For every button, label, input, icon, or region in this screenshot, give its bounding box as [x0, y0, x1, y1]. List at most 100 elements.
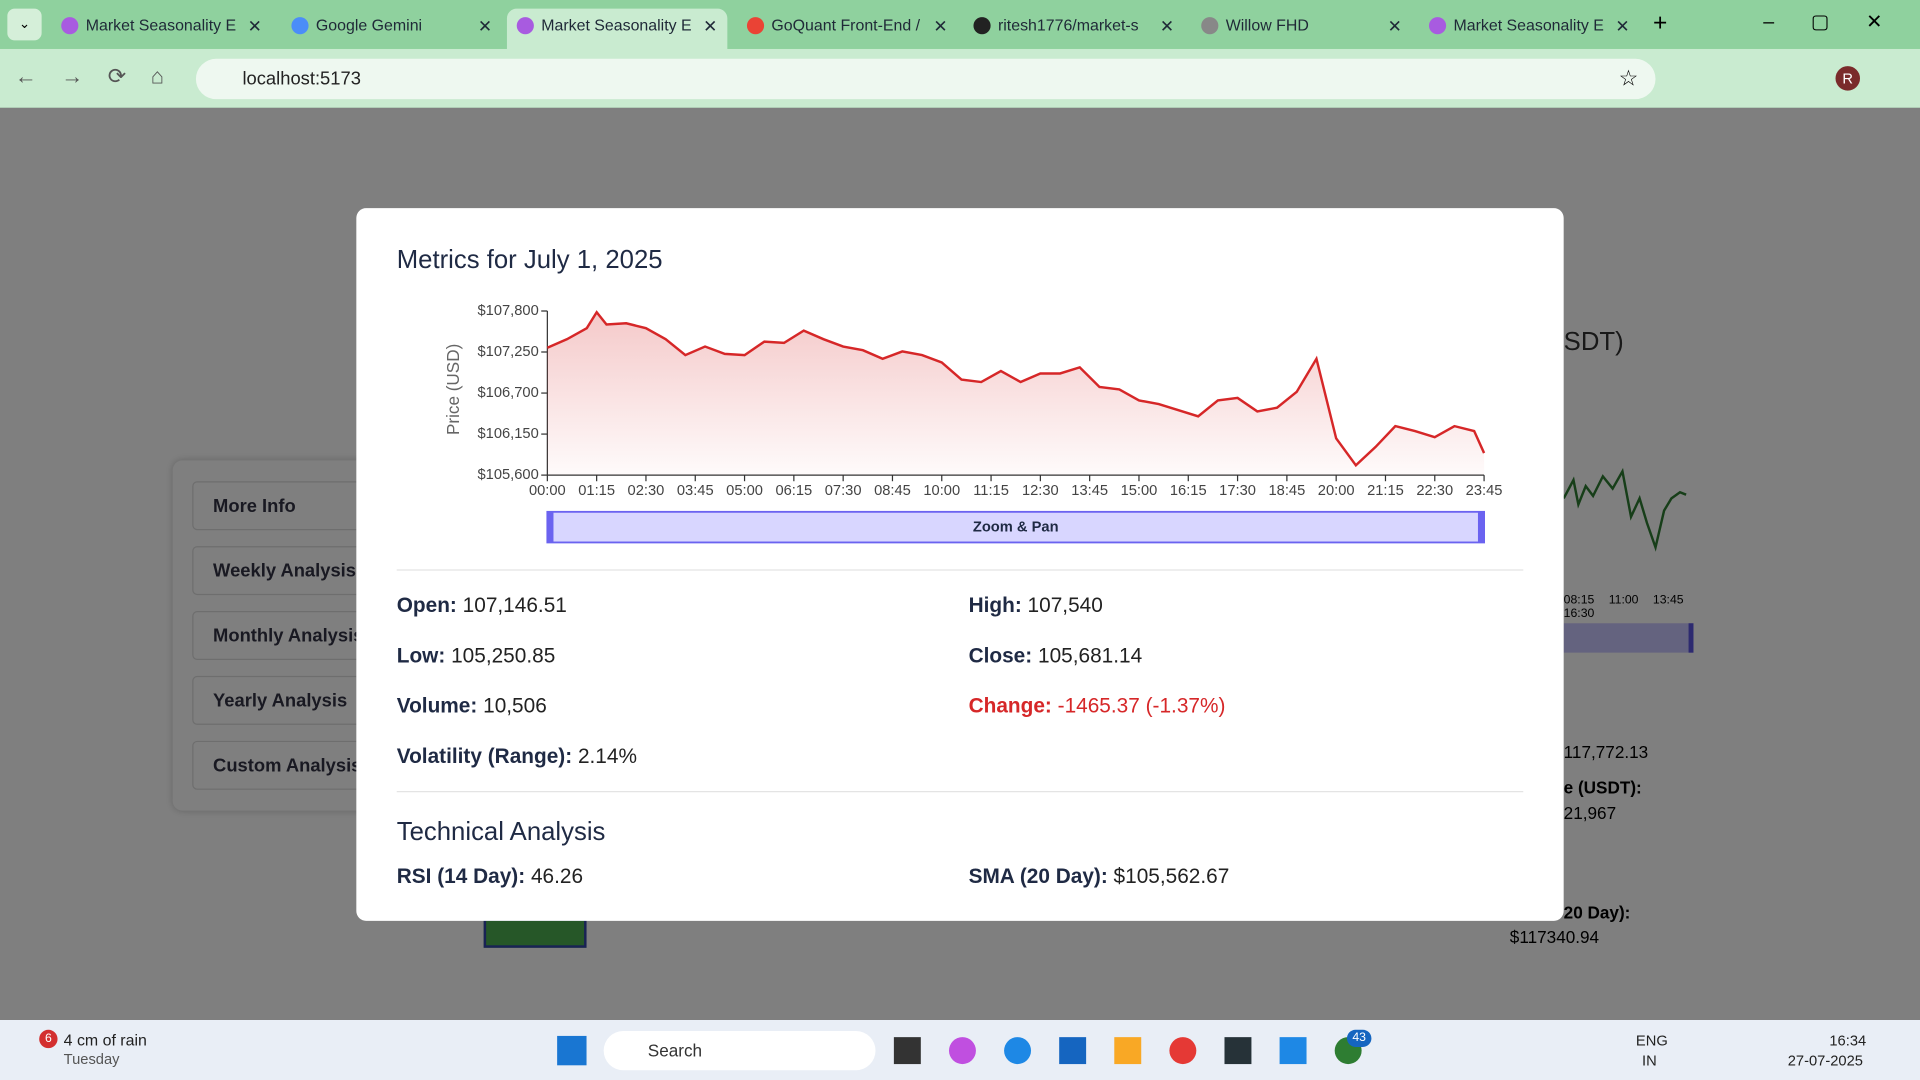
window-controls[interactable]: –▢✕: [1763, 12, 1920, 34]
tab-title: Market Seasonality E: [85, 15, 237, 35]
x-tick-label: 21:15: [1367, 483, 1404, 499]
metric-value: $105,562.67: [1113, 864, 1230, 888]
bookmark[interactable]: ☆: [1618, 66, 1639, 91]
tab-title: Willow FHD: [1225, 15, 1309, 35]
profile[interactable]: R: [1835, 66, 1861, 91]
y-tick-label: $105,600: [478, 467, 539, 483]
section-title: Technical Analysis: [396, 817, 606, 847]
x-tick-label: 10:00: [923, 483, 960, 499]
x-tick-label: 01:15: [578, 483, 615, 499]
divider: [396, 791, 1524, 793]
metric: High: 107,540: [969, 594, 1103, 618]
x-tick-label: 17:30: [1219, 483, 1256, 499]
divider: [396, 569, 1524, 571]
metric-label: Low:: [396, 644, 446, 668]
nav-buttons[interactable]: ←→⟳⌂: [14, 63, 189, 89]
x-tick-label: 03:45: [677, 483, 714, 499]
brush-handle: [1477, 511, 1485, 543]
metric: Low: 105,250.85: [397, 644, 556, 668]
y-tick-label: $106,150: [478, 426, 539, 442]
tab-title: Market Seasonality E: [541, 15, 692, 35]
x-tick-label: 16:15: [1170, 483, 1207, 499]
tab[interactable]: ritesh1776/market-s ✕: [964, 9, 1184, 46]
metric: Volatility (Range): 2.14%: [397, 744, 637, 768]
x-tick-label: 11:15: [973, 483, 1009, 499]
tab-title: Market Seasonality E: [1453, 15, 1604, 35]
metric-value: 10,506: [483, 694, 547, 718]
metric: SMA (20 Day): $105,562.67: [969, 864, 1230, 888]
x-tick-label: 05:00: [726, 483, 763, 499]
metric-label: Volatility (Range):: [396, 744, 573, 768]
x-tick-label: 12:30: [1022, 483, 1059, 499]
x-tick-label: 07:30: [825, 483, 862, 499]
tab-menu[interactable]: ⌄: [7, 8, 42, 41]
x-tick-label: 18:45: [1268, 483, 1305, 499]
price-chart: Price (USD) $105,600 $106,150 $106,700 $107…: [443, 303, 1503, 544]
weather-day: Tuesday: [63, 1050, 120, 1068]
area: [547, 312, 1485, 476]
metric-value: -1465.37 (-1.37%): [1057, 694, 1226, 718]
new-tab[interactable]: +: [1653, 9, 1668, 37]
tab-title: Google Gemini: [315, 15, 423, 35]
clock-time[interactable]: 16:34: [1829, 1032, 1867, 1050]
x-tick-label: 22:30: [1416, 483, 1453, 499]
tab[interactable]: GoQuant Front-End / ✕: [737, 9, 957, 46]
modal-title: Metrics for July 1, 2025: [396, 246, 663, 275]
metric-value: 107,146.51: [462, 593, 567, 618]
price-line: [546, 310, 1486, 468]
metric: Change: -1465.37 (-1.37%): [969, 694, 1226, 718]
metric: RSI (14 Day): 46.26: [397, 864, 583, 888]
x-tick-label: 15:00: [1121, 483, 1158, 499]
badge: 6: [39, 1029, 58, 1049]
x-tick-label: 13:45: [1071, 483, 1108, 499]
zoom-label: Zoom & Pan: [973, 520, 1059, 536]
metric-label: Close:: [968, 644, 1033, 668]
weather[interactable]: 4 cm of rain: [63, 1031, 147, 1050]
y-tick-label: $107,800: [478, 303, 539, 319]
metric-label: Open:: [396, 593, 457, 618]
clock-date: 27-07-2025: [1787, 1051, 1863, 1069]
metric-value: 46.26: [530, 864, 584, 888]
x-tick-label: 02:30: [628, 483, 665, 499]
metric-label: Volume:: [396, 694, 478, 718]
metric-value: 107,540: [1027, 593, 1103, 618]
tab[interactable]: Google Gemini ✕: [282, 9, 502, 46]
y-tick-label: $107,250: [478, 344, 539, 360]
metric: Volume: 10,506: [397, 694, 547, 718]
y-tick-label: $106,700: [478, 385, 539, 401]
metric-label: SMA (20 Day):: [968, 864, 1108, 888]
tab[interactable]: Market Seasonality E ✕: [51, 9, 271, 46]
language[interactable]: ENG: [1635, 1032, 1668, 1050]
modal: Metrics for July 1, 2025 Open: 107,146.5…: [356, 208, 1564, 921]
metric-value: 2.14%: [577, 744, 637, 768]
search-label: Search: [647, 1040, 703, 1061]
brush-handle: [547, 511, 554, 543]
x-tick-label: 23:45: [1466, 483, 1503, 499]
address-bar[interactable]: localhost:5173 ☆: [195, 58, 1656, 100]
tab-title: ritesh1776/market-s: [997, 15, 1139, 35]
zoom-brush[interactable]: [546, 510, 1486, 544]
x-tick-label: 00:00: [529, 483, 566, 499]
x-tick-label: 20:00: [1318, 483, 1355, 499]
search-box[interactable]: Search: [603, 1031, 876, 1071]
taskbar-apps[interactable]: [893, 1035, 1362, 1067]
metric: Open: 107,146.51: [397, 594, 567, 618]
tab-title: GoQuant Front-End /: [771, 15, 921, 35]
metric-label: High:: [968, 593, 1022, 618]
tab-active[interactable]: Market Seasonality E ✕: [506, 8, 728, 51]
start[interactable]: [557, 1035, 587, 1066]
x-tick-label: 08:45: [874, 483, 911, 499]
metric-value: 105,250.85: [451, 644, 556, 668]
badge: 43: [1346, 1029, 1372, 1047]
tab[interactable]: Willow FHD ✕: [1191, 9, 1411, 46]
url: localhost:5173: [242, 68, 361, 90]
y-axis-label: Price (USD): [443, 344, 463, 435]
metric: Close: 105,681.14: [969, 644, 1143, 668]
metric-label: RSI (14 Day):: [396, 864, 526, 888]
metric-label: Change:: [968, 694, 1052, 718]
metric-value: 105,681.14: [1038, 644, 1143, 668]
tab[interactable]: Market Seasonality E ✕: [1419, 9, 1639, 46]
x-tick-label: 06:15: [775, 483, 812, 499]
